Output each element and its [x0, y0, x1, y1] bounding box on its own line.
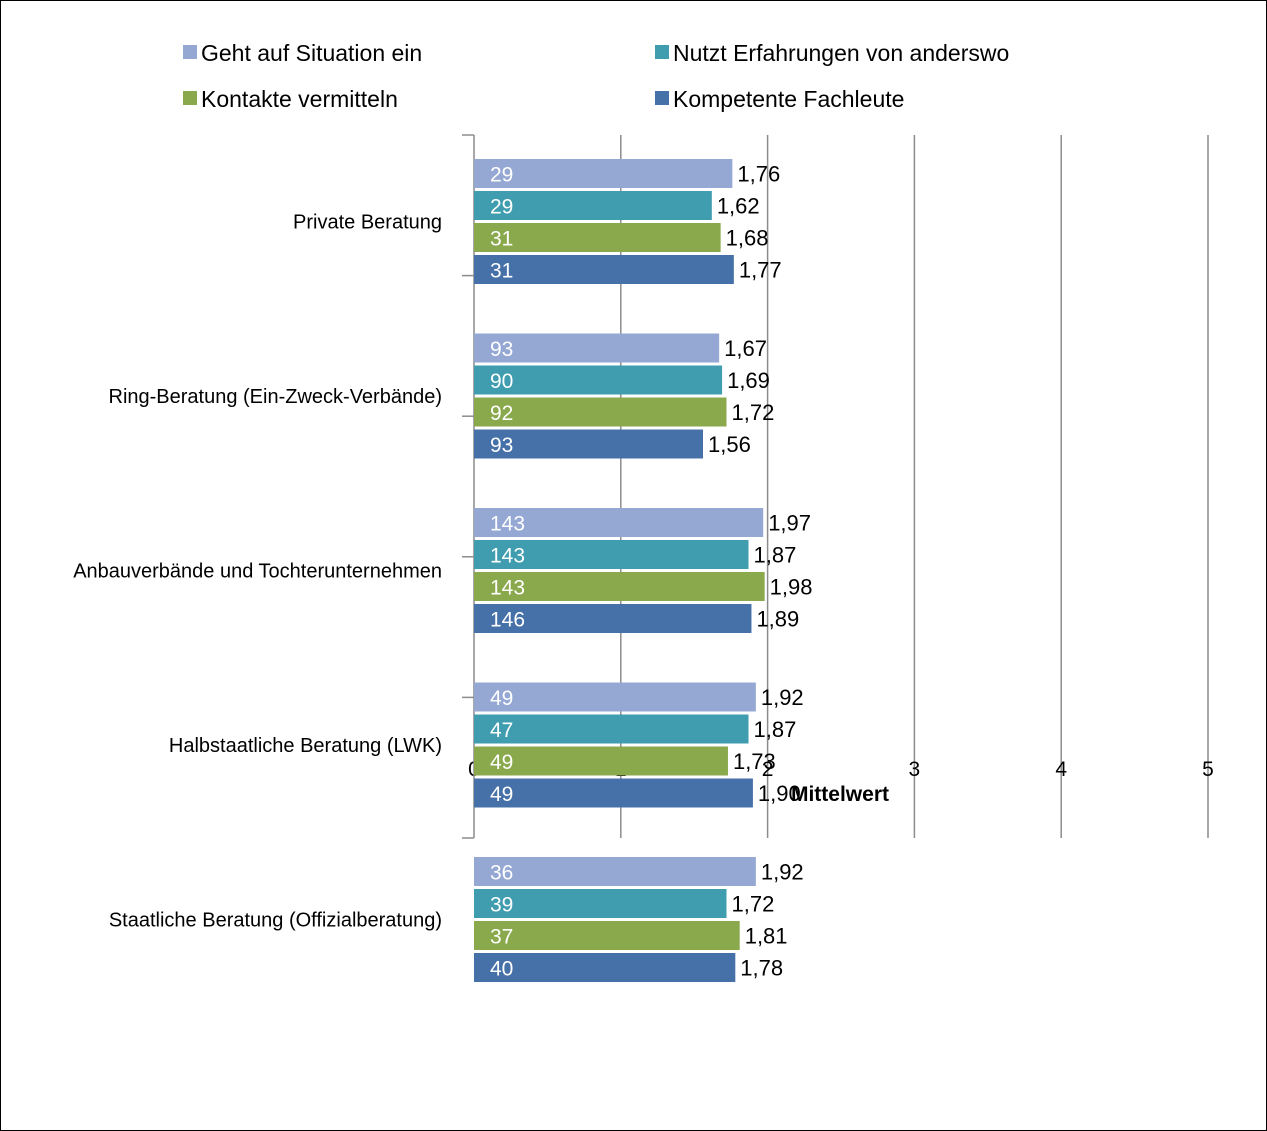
- bar-kontakte-vermitteln: [474, 572, 765, 601]
- bar-nutzt-erfahrungen-von-anderswo: [474, 714, 749, 744]
- bar-count-label: 39: [490, 894, 513, 917]
- bar-value-label: 1,72: [731, 400, 774, 425]
- category-label-ring-beratung-ein-zweck-verb-nde: Ring-Beratung (Ein-Zweck-Verbände): [109, 386, 443, 408]
- bar-value-label: 1,69: [727, 368, 770, 393]
- bar-count-label: 93: [490, 338, 513, 361]
- bar-value-label: 1,89: [756, 607, 799, 632]
- bar-geht-auf-situation-ein: [474, 159, 733, 188]
- x-axis-title: Mittelwert: [791, 783, 889, 806]
- legend-label-kompetente-fachleute: Kompetente Fachleute: [673, 86, 904, 112]
- category-label-private-beratung: Private Beratung: [293, 212, 442, 234]
- bar-kompetente-fachleute: [474, 255, 734, 284]
- x-tick-label: 4: [1055, 758, 1067, 781]
- x-tick-label: 2: [762, 758, 774, 781]
- bar-value-label: 1,87: [754, 543, 797, 568]
- legend: Geht auf Situation ein Nutzt Erfahrungen …: [183, 40, 1009, 112]
- bar-count-label: 146: [490, 609, 525, 632]
- bar-count-label: 47: [490, 719, 513, 742]
- bar-count-label: 92: [490, 402, 513, 425]
- bar-count-label: 29: [490, 196, 513, 219]
- legend-label-nutzt-erfahrungen-von-anderswo: Nutzt Erfahrungen von anderswo: [673, 40, 1009, 66]
- bar-count-label: 36: [490, 862, 513, 885]
- category-label-halbstaatliche-beratung-lwk: Halbstaatliche Beratung (LWK): [169, 735, 442, 757]
- bar-count-label: 143: [490, 545, 525, 568]
- category-label-staatliche-beratung-offizialberatung: Staatliche Beratung (Offizialberatung): [109, 910, 442, 932]
- bar-value-label: 1,56: [708, 432, 751, 457]
- bar-value-label: 1,81: [745, 924, 788, 949]
- bar-geht-auf-situation-ein: [474, 682, 756, 712]
- bar-value-label: 1,67: [724, 336, 767, 361]
- bar-nutzt-erfahrungen-von-anderswo: [474, 889, 727, 918]
- bar-value-label: 1,92: [761, 685, 804, 710]
- bar-geht-auf-situation-ein: [474, 333, 720, 363]
- bar-nutzt-erfahrungen-von-anderswo: [474, 191, 712, 220]
- bar-value-label: 1,72: [731, 892, 774, 917]
- legend-swatch-kompetente-fachleute: [655, 91, 669, 105]
- bar-count-label: 40: [490, 958, 513, 981]
- bar-nutzt-erfahrungen-von-anderswo: [474, 365, 723, 395]
- bar-count-label: 31: [490, 260, 513, 283]
- legend-label-kontakte-vermitteln: Kontakte vermitteln: [201, 86, 398, 112]
- bar-count-label: 37: [490, 926, 513, 949]
- bar-count-label: 29: [490, 164, 513, 187]
- bar-value-label: 1,98: [770, 575, 813, 600]
- bar-value-label: 1,76: [737, 162, 780, 187]
- bar-value-label: 1,87: [754, 717, 797, 742]
- bar-layer: 29 1,76 29 1,62 31 1,68 31 1,77 93 1,67 90 1,69 92 1,…: [474, 159, 812, 982]
- legend-swatch-nutzt-erfahrungen-von-anderswo: [655, 45, 669, 59]
- bar-kontakte-vermitteln: [474, 397, 727, 427]
- bar-count-label: 49: [490, 783, 513, 806]
- bar-value-label: 1,77: [739, 258, 782, 283]
- bar-count-label: 31: [490, 228, 513, 251]
- legend-label-geht-auf-situation-ein: Geht auf Situation ein: [201, 40, 422, 66]
- bar-count-label: 90: [490, 370, 513, 393]
- bar-kompetente-fachleute: [474, 429, 704, 459]
- bar-value-label: 1,90: [758, 781, 801, 806]
- legend-swatch-kontakte-vermitteln: [183, 91, 197, 105]
- legend-swatch-geht-auf-situation-ein: [183, 45, 197, 59]
- category-label-anbauverb-nde-und-tochterunternehmen: Anbauverbände und Tochterunternehmen: [73, 561, 442, 583]
- bar-value-label: 1,78: [740, 956, 783, 981]
- bar-value-label: 1,97: [768, 511, 811, 536]
- bar-count-label: 143: [490, 577, 525, 600]
- bar-count-label: 93: [490, 434, 513, 457]
- bar-value-label: 1,68: [726, 226, 769, 251]
- x-tick-label: 5: [1202, 758, 1214, 781]
- bar-kompetente-fachleute: [474, 778, 753, 808]
- x-tick-label: 3: [909, 758, 921, 781]
- bar-geht-auf-situation-ein: [474, 857, 756, 886]
- bar-nutzt-erfahrungen-von-anderswo: [474, 540, 749, 569]
- bar-kontakte-vermitteln: [474, 223, 721, 252]
- bar-count-label: 49: [490, 687, 513, 710]
- bar-geht-auf-situation-ein: [474, 508, 764, 537]
- bar-value-label: 1,62: [717, 194, 760, 219]
- bar-kompetente-fachleute: [474, 604, 752, 633]
- bar-value-label: 1,73: [733, 749, 776, 774]
- bar-kompetente-fachleute: [474, 953, 736, 982]
- bar-value-label: 1,92: [761, 860, 804, 885]
- bar-kontakte-vermitteln: [474, 746, 728, 776]
- bar-count-label: 49: [490, 751, 513, 774]
- bar-count-label: 143: [490, 513, 525, 536]
- bar-kontakte-vermitteln: [474, 921, 740, 950]
